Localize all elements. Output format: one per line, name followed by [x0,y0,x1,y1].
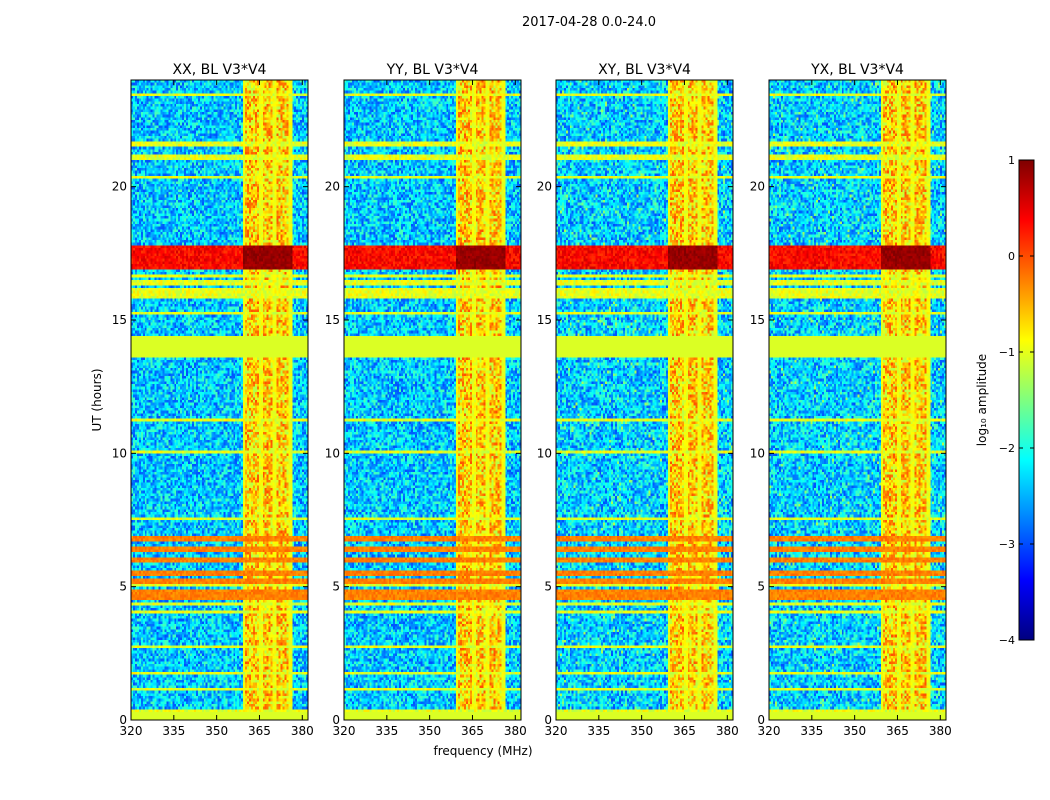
axes-frame [768,79,947,721]
panel-title: YX, BL V3*V4 [810,62,904,78]
y-tick-label: 5 [119,580,127,594]
heatmap-image [556,80,733,720]
y-tick-label: 20 [537,180,552,194]
x-tick-label: 320 [758,724,781,738]
x-tick-label: 380 [291,724,314,738]
x-tick-label: 365 [248,724,271,738]
x-tick-label: 350 [205,724,228,738]
x-tick-label: 350 [630,724,653,738]
panel-xx: XX, BL V3*V4 320 335 350 365 380 0 5 10 15 20 [112,62,314,738]
colorbar-tick-label: 1 [1008,154,1015,167]
x-tick-label: 380 [716,724,739,738]
x-tick-label: 365 [886,724,909,738]
colorbar-gradient [1018,159,1035,641]
panel-yy: YY, BL V3*V4 320 335 350 365 380 0 5 10 15 20 [325,62,527,738]
axes-frame [555,79,734,721]
x-tick-label: 320 [333,724,356,738]
colorbar-tick-label: −4 [999,634,1015,647]
colorbar: 1 0 −1 −2 −3 −4 [999,154,1035,647]
y-tick-label: 0 [757,713,765,727]
x-tick-label: 320 [545,724,568,738]
x-tick-label: 365 [673,724,696,738]
panel-xy: XY, BL V3*V4 320 335 350 365 380 0 5 10 15 20 [537,62,739,738]
x-tick-label: 380 [504,724,527,738]
y-tick-label: 0 [119,713,127,727]
axes-frame [130,79,309,721]
y-tick-label: 20 [112,180,127,194]
heatmap-image [344,80,521,720]
panel-yx: YX, BL V3*V4 320 335 350 365 380 0 5 10 15 20 [750,62,952,738]
x-tick-label: 335 [800,724,823,738]
y-tick-label: 20 [750,180,765,194]
y-tick-label: 20 [325,180,340,194]
x-tick-label: 380 [929,724,952,738]
panel-title: YY, BL V3*V4 [386,62,479,78]
y-axis-label: UT (hours) [90,368,104,431]
y-tick-label: 10 [750,446,765,460]
y-tick-label: 15 [325,313,340,327]
y-tick-label: 5 [544,580,552,594]
y-tick-label: 10 [537,446,552,460]
heatmap-image [131,80,308,720]
x-tick-label: 350 [843,724,866,738]
colorbar-tick-label: −2 [999,442,1015,455]
y-tick-label: 5 [332,580,340,594]
x-tick-label: 365 [461,724,484,738]
colorbar-label: log₁₀ amplitude [975,354,989,446]
x-tick-label: 350 [418,724,441,738]
y-tick-label: 10 [325,446,340,460]
y-tick-label: 15 [112,313,127,327]
panel-title: XY, BL V3*V4 [598,62,691,78]
axes-frame [343,79,522,721]
y-tick-label: 0 [332,713,340,727]
y-tick-label: 5 [757,580,765,594]
panel-title: XX, BL V3*V4 [173,62,267,78]
colorbar-tick-label: −3 [999,538,1015,551]
y-tick-label: 0 [544,713,552,727]
x-tick-label: 320 [120,724,143,738]
colorbar-tick-label: 0 [1008,250,1015,263]
x-axis-label: frequency (MHz) [433,744,532,758]
x-tick-label: 335 [162,724,185,738]
y-tick-label: 15 [537,313,552,327]
y-tick-label: 15 [750,313,765,327]
colorbar-tick-label: −1 [999,346,1015,359]
x-tick-label: 335 [375,724,398,738]
x-tick-label: 335 [587,724,610,738]
y-tick-label: 10 [112,446,127,460]
figure-suptitle: 2017-04-28 0.0-24.0 [522,15,656,30]
heatmap-image [769,80,946,720]
